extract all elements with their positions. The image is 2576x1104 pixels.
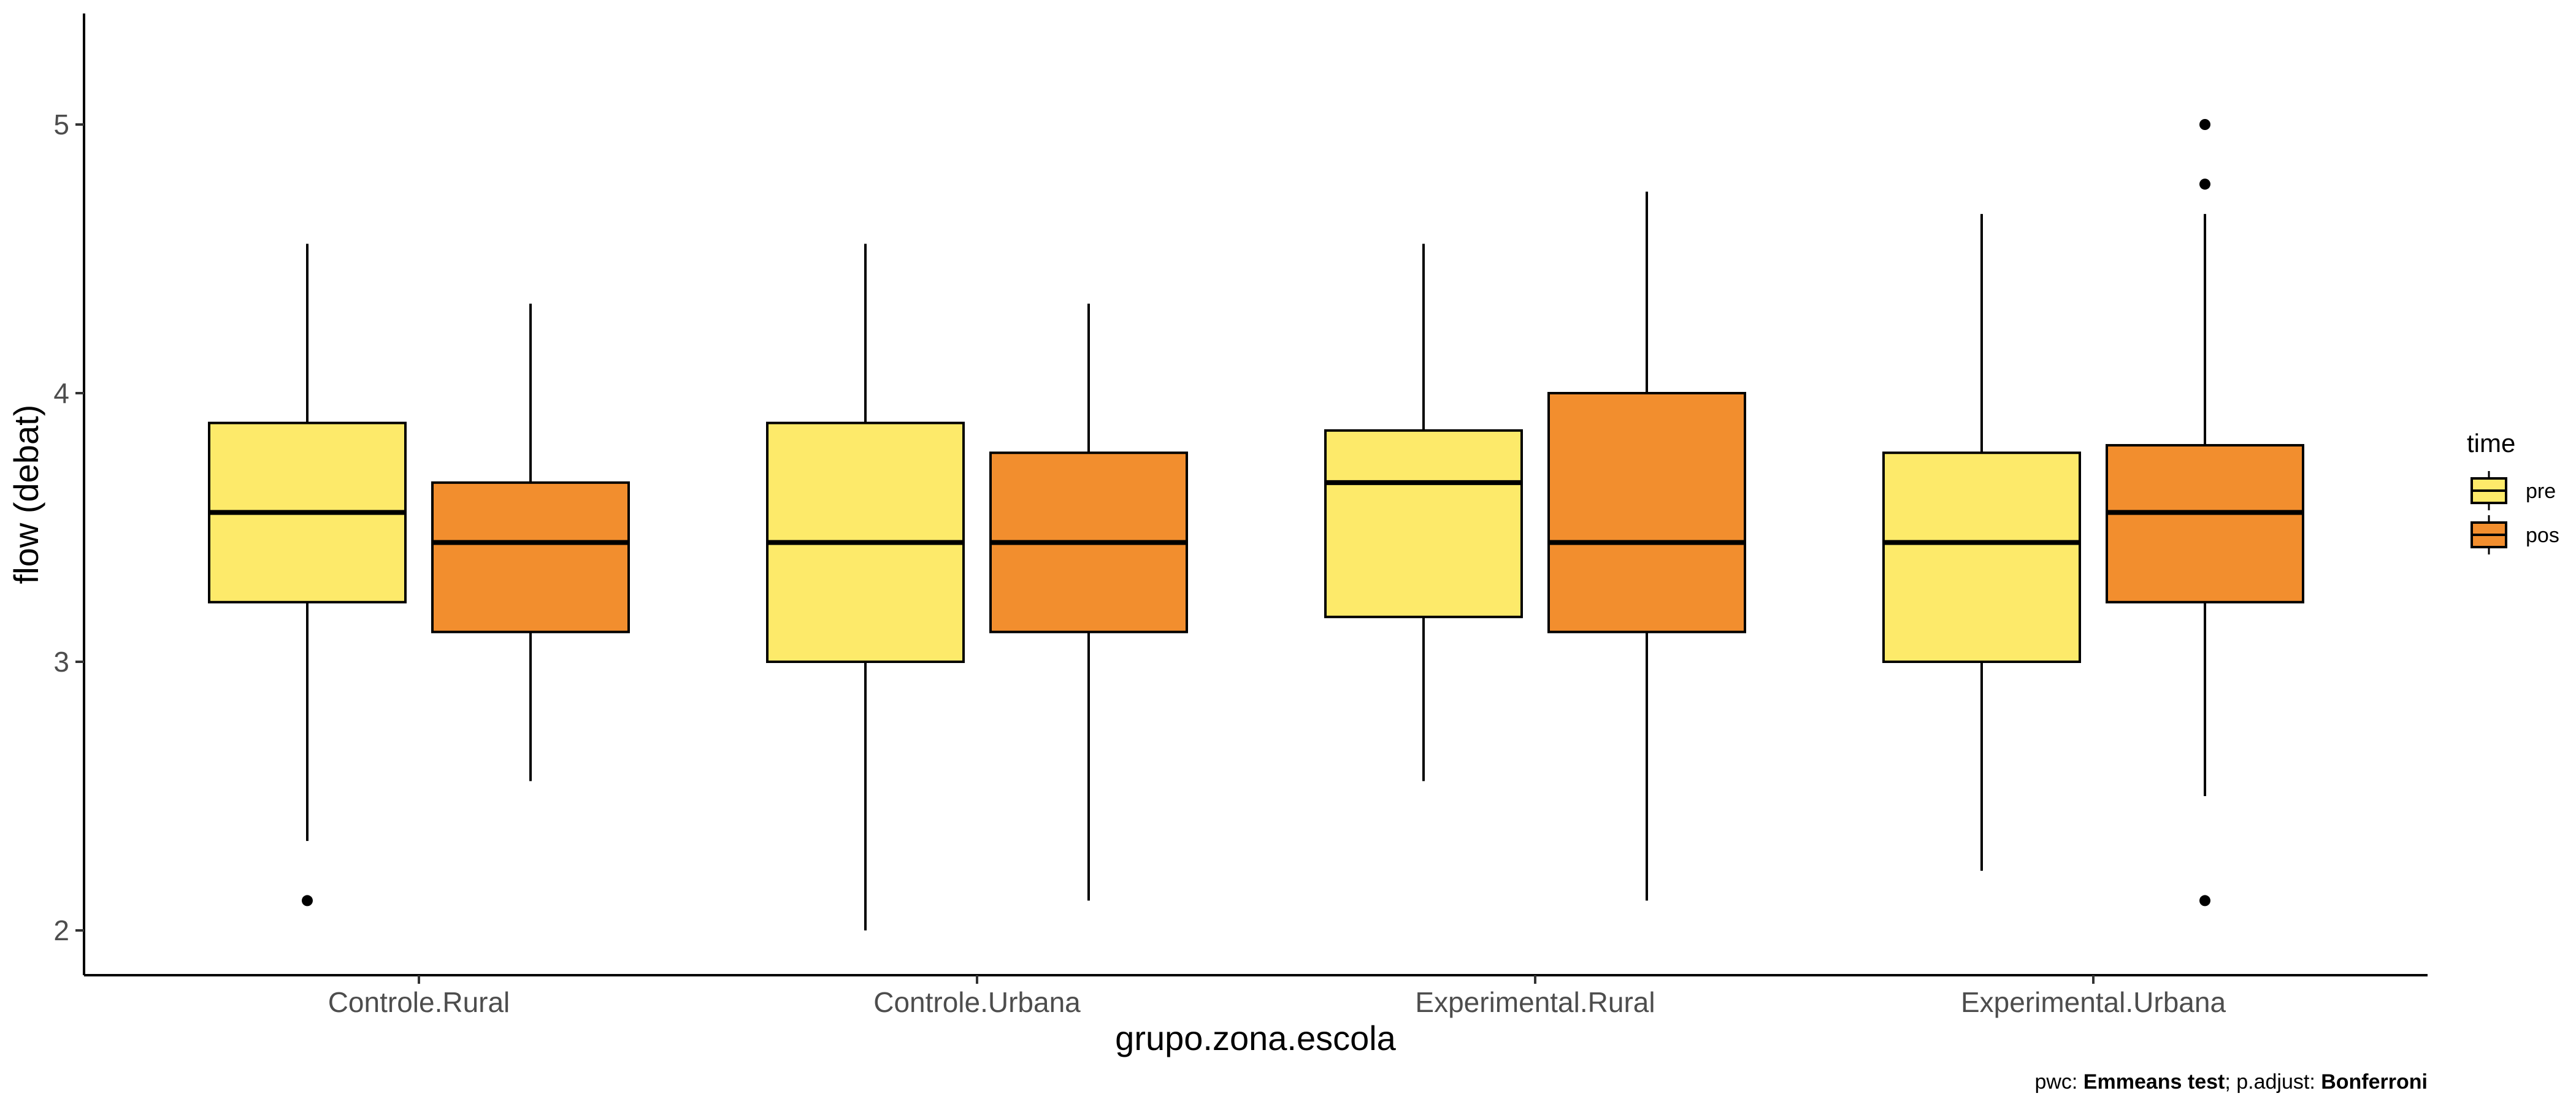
- x-tick-label: Experimental.Rural: [1415, 986, 1655, 1018]
- legend-label: pre: [2526, 480, 2556, 503]
- box-pre-Controle.Urbana: [766, 243, 965, 930]
- plot-area: [208, 119, 2304, 930]
- box-pos-Controle.Urbana: [989, 304, 1188, 901]
- box-iqr: [1547, 392, 1746, 634]
- outlier-point: [2199, 178, 2210, 190]
- caption-pwc-prefix: pwc:: [2034, 1070, 2083, 1094]
- legend-title: time: [2467, 429, 2515, 458]
- caption-pwc-value: Emmeans test: [2083, 1070, 2225, 1094]
- box-pre-Experimental.Urbana: [1882, 213, 2081, 871]
- box-iqr: [431, 481, 630, 634]
- y-axis: 2 3 4 5: [53, 109, 84, 946]
- outlier-point: [2199, 895, 2210, 907]
- legend-item-pos: pos: [2471, 515, 2559, 554]
- legend: time pre pos: [2467, 429, 2559, 554]
- x-tick-label: Controle.Urbana: [873, 986, 1081, 1018]
- box-pre-Controle.Rural: [208, 243, 407, 907]
- outlier-point: [302, 895, 313, 907]
- box-pos-Experimental.Urbana: [2106, 119, 2304, 907]
- caption: pwc: Emmeans test; p.adjust: Bonferroni: [2034, 1070, 2428, 1094]
- legend-label: pos: [2526, 524, 2559, 547]
- box-pre-Experimental.Rural: [1324, 243, 1523, 781]
- caption-adjust-value: Bonferroni: [2321, 1070, 2428, 1094]
- y-tick-label: 3: [53, 646, 69, 678]
- outlier-point: [2199, 119, 2210, 130]
- x-tick-label: Experimental.Urbana: [1961, 986, 2226, 1018]
- y-axis-title: flow (debat): [7, 405, 45, 585]
- legend-item-pre: pre: [2471, 471, 2556, 510]
- y-tick-label: 5: [53, 109, 69, 140]
- y-tick-label: 4: [53, 377, 69, 409]
- x-axis: Controle.Rural Controle.Urbana Experimenta…: [328, 975, 2226, 1018]
- box-iqr: [1882, 451, 2081, 664]
- box-iqr: [2106, 443, 2304, 604]
- box-pos-Controle.Rural: [431, 304, 630, 781]
- caption-adjust-prefix: ; p.adjust:: [2225, 1070, 2321, 1094]
- y-tick-label: 2: [53, 914, 69, 946]
- x-axis-title: grupo.zona.escola: [1115, 1019, 1397, 1057]
- box-pos-Experimental.Rural: [1547, 191, 1746, 901]
- x-tick-label: Controle.Rural: [328, 986, 510, 1018]
- box-iqr: [1324, 429, 1523, 618]
